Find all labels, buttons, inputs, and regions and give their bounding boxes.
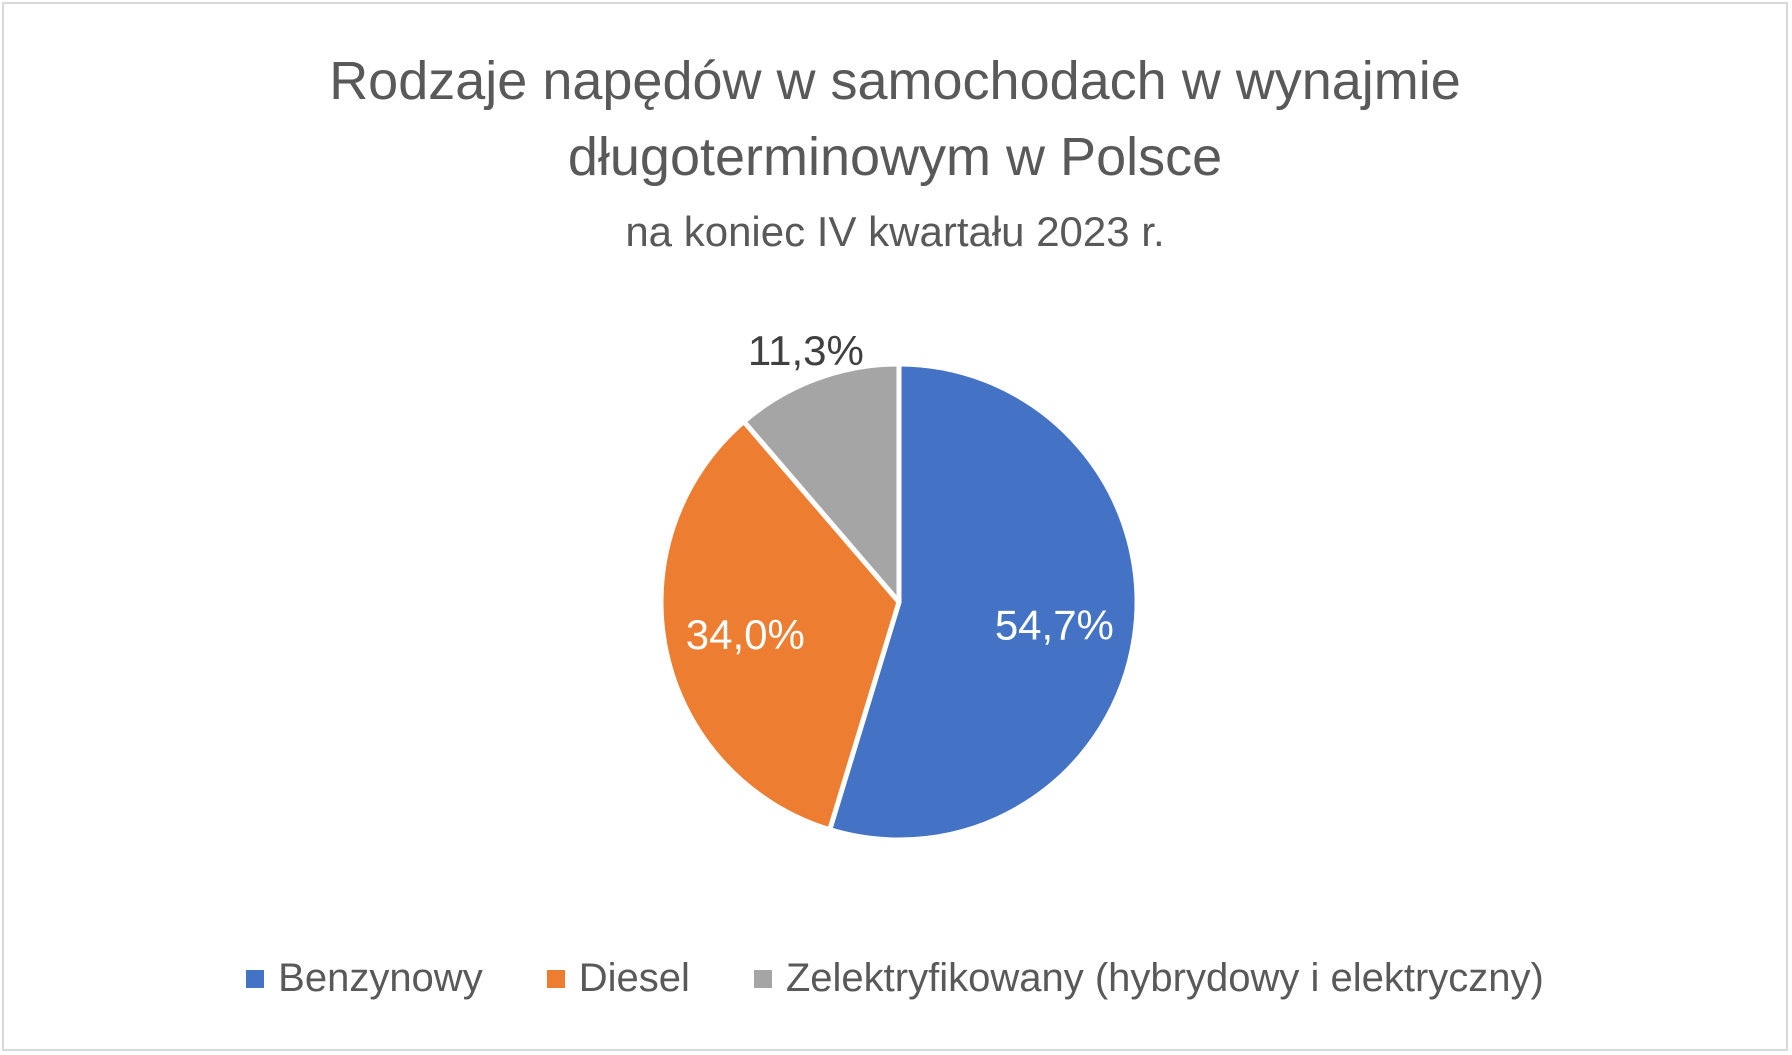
data-label-zelektryfikowany: 11,3% [748, 327, 864, 374]
pie-chart: 54,7% 34,0% 11,3% [658, 327, 1140, 843]
data-label-diesel: 34,0% [686, 611, 805, 658]
legend-item-diesel: Diesel [546, 956, 690, 1001]
legend-label-zelektryfikowany: Zelektryfikowany (hybrydowy i elektryczn… [785, 956, 1544, 1000]
pie-slice-zelektryfikowany [741, 361, 902, 605]
chart-title-line-1: Rodzaje napędów w samochodach w wynajmie [329, 51, 1461, 111]
legend-item-zelektryfikowany: Zelektryfikowany (hybrydowy i elektryczn… [753, 956, 1544, 1001]
chart-subtitle: na koniec IV kwartału 2023 r. [625, 208, 1165, 255]
chart-legend: Benzynowy Diesel Zelektryfikowany (hybry… [4, 956, 1786, 1001]
legend-swatch-benzynowy [246, 969, 265, 988]
legend-swatch-zelektryfikowany [753, 969, 772, 988]
legend-swatch-diesel [546, 969, 565, 988]
pie-slice-benzynowy [827, 361, 1140, 843]
chart-title-line-2: długoterminowym w Polsce [567, 127, 1223, 187]
legend-item-benzynowy: Benzynowy [246, 956, 483, 1001]
data-label-benzynowy: 54,7% [995, 602, 1114, 649]
legend-label-diesel: Diesel [578, 956, 690, 1000]
pie-slice-diesel [658, 419, 902, 833]
legend-label-benzynowy: Benzynowy [278, 956, 483, 1000]
